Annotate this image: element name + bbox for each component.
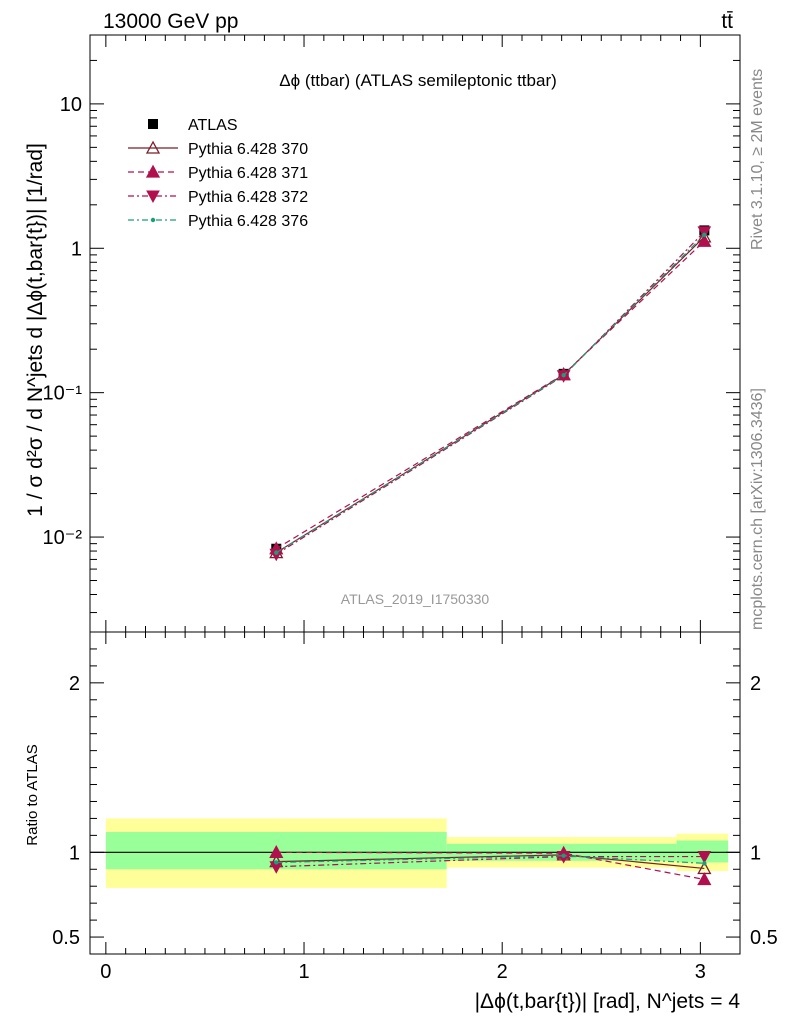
ratio-y-tick-label: 0.5 — [52, 927, 80, 949]
energy-label: 13000 GeV pp — [103, 10, 238, 33]
legend-entry: Pythia 6.428 370 — [128, 140, 308, 158]
series-0 — [271, 225, 710, 554]
legend-marker — [145, 164, 161, 178]
ratio-y-tick-label-right: 2 — [750, 673, 761, 695]
series-line — [275, 234, 705, 554]
ratio-data-point — [561, 853, 566, 858]
ratio-data-point — [702, 861, 707, 866]
legend-label: Pythia 6.428 372 — [188, 189, 308, 206]
ratio-series-line — [276, 851, 705, 881]
series-line — [275, 236, 705, 554]
source-label: mcplots.cern.ch [arXiv:1306.3436] — [749, 388, 766, 630]
legend-label: ATLAS — [188, 117, 238, 134]
x-axis-label: |Δϕ(t,bar{t})| [rad], N^jets = 4 — [475, 990, 741, 1013]
series-3 — [269, 226, 712, 562]
ratio-y-axis-label: Ratio to ATLAS — [24, 744, 41, 845]
data-point — [702, 232, 707, 237]
ratio-series-line — [276, 855, 705, 864]
legend-entry: Pythia 6.428 372 — [128, 189, 308, 206]
data-point — [697, 233, 712, 247]
watermark: ATLAS_2019_I1750330 — [341, 591, 490, 607]
main-y-axis-label-text: 1 / σ d²σ / d N^jets d |Δϕ(t,bar{t})| [1… — [24, 143, 47, 517]
x-axis-label-text: |Δϕ(t,bar{t})| [rad], N^jets = 4 — [475, 990, 741, 1013]
legend-marker — [150, 217, 156, 223]
series-1 — [269, 229, 712, 559]
legend-entry: Pythia 6.428 371 — [128, 164, 308, 182]
ratio-data-point — [697, 851, 712, 864]
series-line — [275, 240, 705, 550]
x-tick-label: 3 — [695, 961, 706, 983]
ratio-y-tick-label: 2 — [69, 673, 80, 695]
legend-entry: Pythia 6.428 376 — [128, 213, 308, 230]
ratio-panel: Ratio to ATLAS 0 1 2 3 0.5 0.5 1 1 2 2 |Δϕ(t,bar{… — [24, 631, 778, 1013]
ratio-frame — [89, 631, 741, 955]
process-label: tt̄ — [721, 10, 733, 33]
ratio-data-point — [697, 872, 712, 886]
data-point — [697, 226, 712, 239]
legend-label: Pythia 6.428 371 — [188, 165, 308, 182]
legend-label: Pythia 6.428 376 — [188, 213, 308, 230]
x-tick-label: 1 — [298, 961, 309, 983]
ratio-y-tick-label-right: 0.5 — [750, 927, 778, 949]
ratio-y-tick-label: 1 — [69, 842, 80, 864]
main-y-tick-label: 10⁻² — [43, 527, 83, 549]
legend-marker — [148, 119, 158, 129]
legend: ATLAS Pythia 6.428 370 Pythia 6.428 371 Pyt… — [128, 117, 308, 230]
series-2 — [269, 233, 712, 555]
legend-entry: ATLAS — [148, 117, 238, 134]
data-point — [274, 550, 279, 555]
data-point — [561, 373, 566, 378]
rivet-label: Rivet 3.1.10, ≥ 2M events — [749, 69, 766, 250]
legend-marker — [146, 190, 160, 204]
ratio-series-3 — [274, 853, 707, 866]
series-4 — [274, 232, 707, 555]
x-tick-label: 0 — [100, 961, 111, 983]
legend-label: Pythia 6.428 370 — [188, 141, 308, 158]
x-tick-label: 2 — [497, 961, 508, 983]
main-y-tick-label: 10⁻¹ — [43, 383, 83, 405]
main-title: Δϕ (ttbar) (ATLAS semileptonic ttbar) — [279, 71, 557, 90]
main-y-tick-label: 1 — [71, 238, 82, 260]
main-y-tick-label: 10 — [60, 94, 82, 116]
legend-marker — [145, 140, 161, 154]
series-line — [275, 231, 705, 555]
ratio-series-line — [276, 855, 705, 868]
ratio-data-point — [274, 860, 279, 865]
ratio-y-tick-label-right: 1 — [750, 842, 761, 864]
main-panel: Δϕ (ttbar) (ATLAS semileptonic ttbar) 1 … — [24, 34, 741, 633]
ratio-data-point — [269, 844, 284, 858]
main-y-axis-label: 1 / σ d²σ / d N^jets d |Δϕ(t,bar{t})| [1… — [24, 143, 47, 517]
